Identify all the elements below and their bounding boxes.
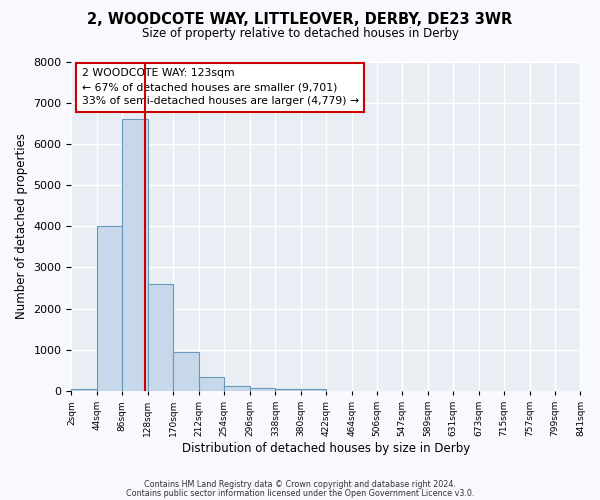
Bar [71, 389, 97, 391]
X-axis label: Distribution of detached houses by size in Derby: Distribution of detached houses by size … [182, 442, 470, 455]
Text: 2 WOODCOTE WAY: 123sqm
← 67% of detached houses are smaller (9,701)
33% of semi-: 2 WOODCOTE WAY: 123sqm ← 67% of detached… [82, 68, 359, 106]
Bar [224, 386, 250, 391]
Bar [173, 352, 199, 391]
Bar [97, 226, 122, 391]
Bar [122, 119, 148, 391]
Y-axis label: Number of detached properties: Number of detached properties [15, 134, 28, 320]
Bar [301, 389, 326, 391]
Bar [275, 388, 301, 391]
Text: Contains public sector information licensed under the Open Government Licence v3: Contains public sector information licen… [126, 488, 474, 498]
Text: Contains HM Land Registry data © Crown copyright and database right 2024.: Contains HM Land Registry data © Crown c… [144, 480, 456, 489]
Text: Size of property relative to detached houses in Derby: Size of property relative to detached ho… [142, 28, 458, 40]
Bar [148, 284, 173, 391]
Text: 2, WOODCOTE WAY, LITTLEOVER, DERBY, DE23 3WR: 2, WOODCOTE WAY, LITTLEOVER, DERBY, DE23… [88, 12, 512, 28]
Bar [199, 378, 224, 391]
Bar [250, 388, 275, 391]
